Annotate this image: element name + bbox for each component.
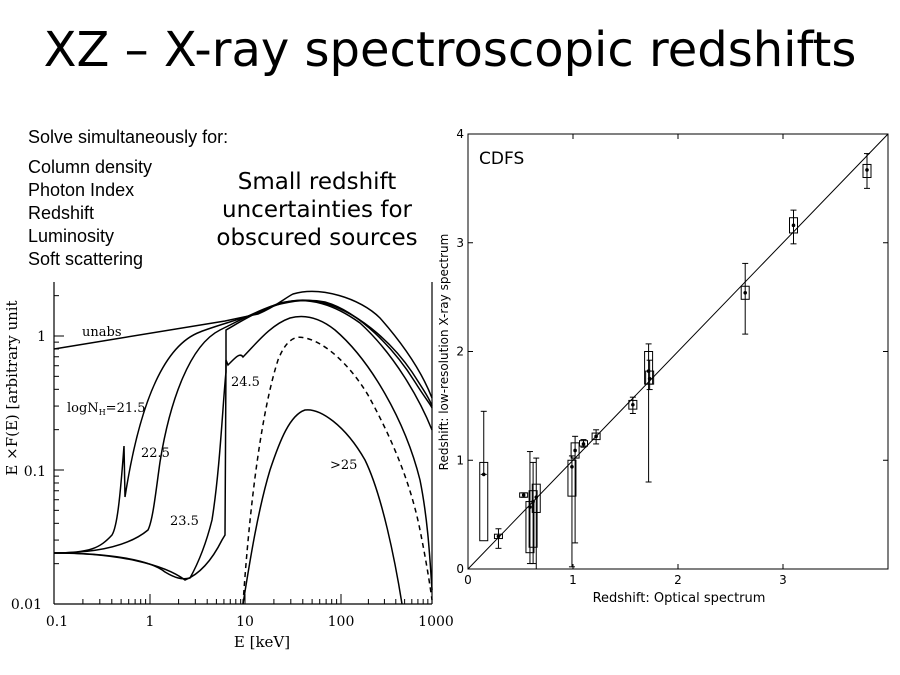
left-x-axis-label: E [keV]	[234, 633, 290, 651]
curve-nh-23.5	[53, 299, 433, 580]
label-gt25: >25	[330, 458, 357, 473]
left-ytick-0.01: 0.01	[11, 597, 42, 613]
slide-title: XZ – X-ray spectroscopic redshifts	[43, 22, 857, 78]
param-column-density: Column density	[28, 157, 153, 177]
curve-nh-22.5	[53, 299, 433, 554]
callout-line-1: Small redshift	[237, 169, 397, 195]
left-xtick-100: 100	[328, 614, 355, 630]
curve-nh-21.5	[53, 299, 433, 554]
left-ytick-1: 1	[37, 329, 46, 345]
label-23.5: 23.5	[170, 514, 199, 529]
left-xtick-1000: 1000	[418, 614, 454, 630]
left-y-axis-label: E ×F(E) [arbitrary unit	[3, 300, 21, 475]
label-lognh-prefix: logN	[67, 401, 99, 416]
param-luminosity: Luminosity	[28, 226, 115, 246]
label-lognh-sub: H	[99, 408, 106, 417]
left-xtick-1: 1	[146, 614, 155, 630]
label-unabs: unabs	[82, 325, 122, 340]
callout-text: Small redshift uncertainties for obscure…	[212, 168, 422, 252]
callout-line-2: uncertainties for	[222, 197, 412, 223]
label-22.5: 22.5	[141, 446, 170, 461]
parameter-list: Column density Photon Index Redshift Lum…	[28, 156, 152, 271]
solve-heading: Solve simultaneously for:	[28, 127, 229, 147]
model-curves	[53, 290, 433, 605]
left-xtick-0.1: 0.1	[46, 614, 68, 630]
left-tick-marks	[53, 295, 429, 605]
left-xtick-10: 10	[236, 614, 254, 630]
param-photon-index: Photon Index	[28, 180, 135, 200]
callout-line-3: obscured sources	[216, 225, 418, 251]
curve-nh-gt25	[242, 409, 403, 605]
param-redshift: Redshift	[28, 203, 95, 223]
label-lognh-value: =21.5	[106, 401, 146, 416]
label-24.5: 24.5	[231, 375, 260, 390]
param-soft-scattering: Soft scattering	[28, 249, 144, 269]
curve-nh-24.5	[53, 315, 433, 591]
label-lognh-21.5: logNH=21.5	[67, 401, 146, 417]
curve-dashed-reflection	[242, 336, 433, 605]
left-ytick-0.1: 0.1	[24, 464, 46, 480]
